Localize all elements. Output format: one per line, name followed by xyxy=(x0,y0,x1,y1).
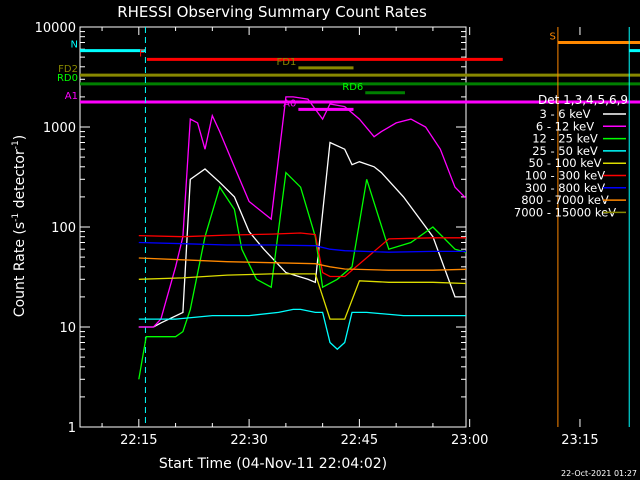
legend-label: 6 - 12 keV xyxy=(536,119,594,133)
y-tick-label: 10000 xyxy=(35,21,76,36)
x-tick-label: 22:15 xyxy=(120,433,157,448)
series-line xyxy=(138,308,466,351)
series-line xyxy=(577,397,579,427)
series-line xyxy=(138,232,466,278)
y-axis-label: Count Rate (s-1 detector-1) xyxy=(11,135,28,317)
legend-label: 3 - 6 keV xyxy=(540,107,591,121)
series-line xyxy=(138,241,466,253)
series-line xyxy=(138,96,466,328)
plot-frame xyxy=(79,26,467,428)
series-line xyxy=(138,171,466,380)
x-axis-label: Start Time (04-Nov-11 22:04:02) xyxy=(159,456,387,472)
state-bar-label: FD2 xyxy=(58,64,78,75)
legend-label: 300 - 800 keV xyxy=(525,181,605,195)
y-tick-label: 100 xyxy=(51,221,76,236)
state-bar-label: N xyxy=(71,40,78,51)
y-axis-label-main: Count Rate (s xyxy=(12,222,28,317)
legend-label: 800 - 7000 keV xyxy=(521,193,609,207)
state-bar-label: F xyxy=(139,48,145,59)
timestamp: 22-Oct-2021 01:27 xyxy=(561,469,637,478)
x-tick-label: 23:00 xyxy=(451,433,488,448)
state-bar-label: RD6 xyxy=(342,82,363,93)
state-bar-label: A0 xyxy=(283,98,296,109)
legend-title: Det 1,3,4,5,6,9 xyxy=(538,93,628,107)
legend-label: 7000 - 15000 keV xyxy=(514,205,616,219)
y-axis-label-end: ) xyxy=(12,135,28,140)
state-bar-label: RD0 xyxy=(57,73,78,84)
series-line xyxy=(138,273,466,320)
y-tick-label: 1000 xyxy=(43,121,76,136)
legend-label: 12 - 25 keV xyxy=(532,132,598,146)
state-bar-label: A1 xyxy=(65,91,78,102)
series-line xyxy=(138,257,466,271)
state-bar-label: S xyxy=(550,31,556,42)
chart-title: RHESSI Observing Summary Count Rates xyxy=(117,3,427,21)
legend-label: 50 - 100 keV xyxy=(529,156,602,170)
y-tick-label: 1 xyxy=(68,421,76,436)
y-axis-label-mid: detector xyxy=(12,149,28,213)
x-tick-label: 22:45 xyxy=(341,433,378,448)
y-tick-label: 10 xyxy=(59,321,76,336)
state-bar-label: FD1 xyxy=(277,57,297,68)
x-tick-label: 22:30 xyxy=(230,433,267,448)
series-line xyxy=(138,141,466,328)
legend-label: 100 - 300 keV xyxy=(525,169,605,183)
y-axis-label-sup1: -1 xyxy=(11,213,21,222)
x-tick-label: 23:15 xyxy=(561,433,598,448)
y-axis-label-sup2: -1 xyxy=(11,140,21,149)
legend-label: 25 - 50 keV xyxy=(532,144,598,158)
